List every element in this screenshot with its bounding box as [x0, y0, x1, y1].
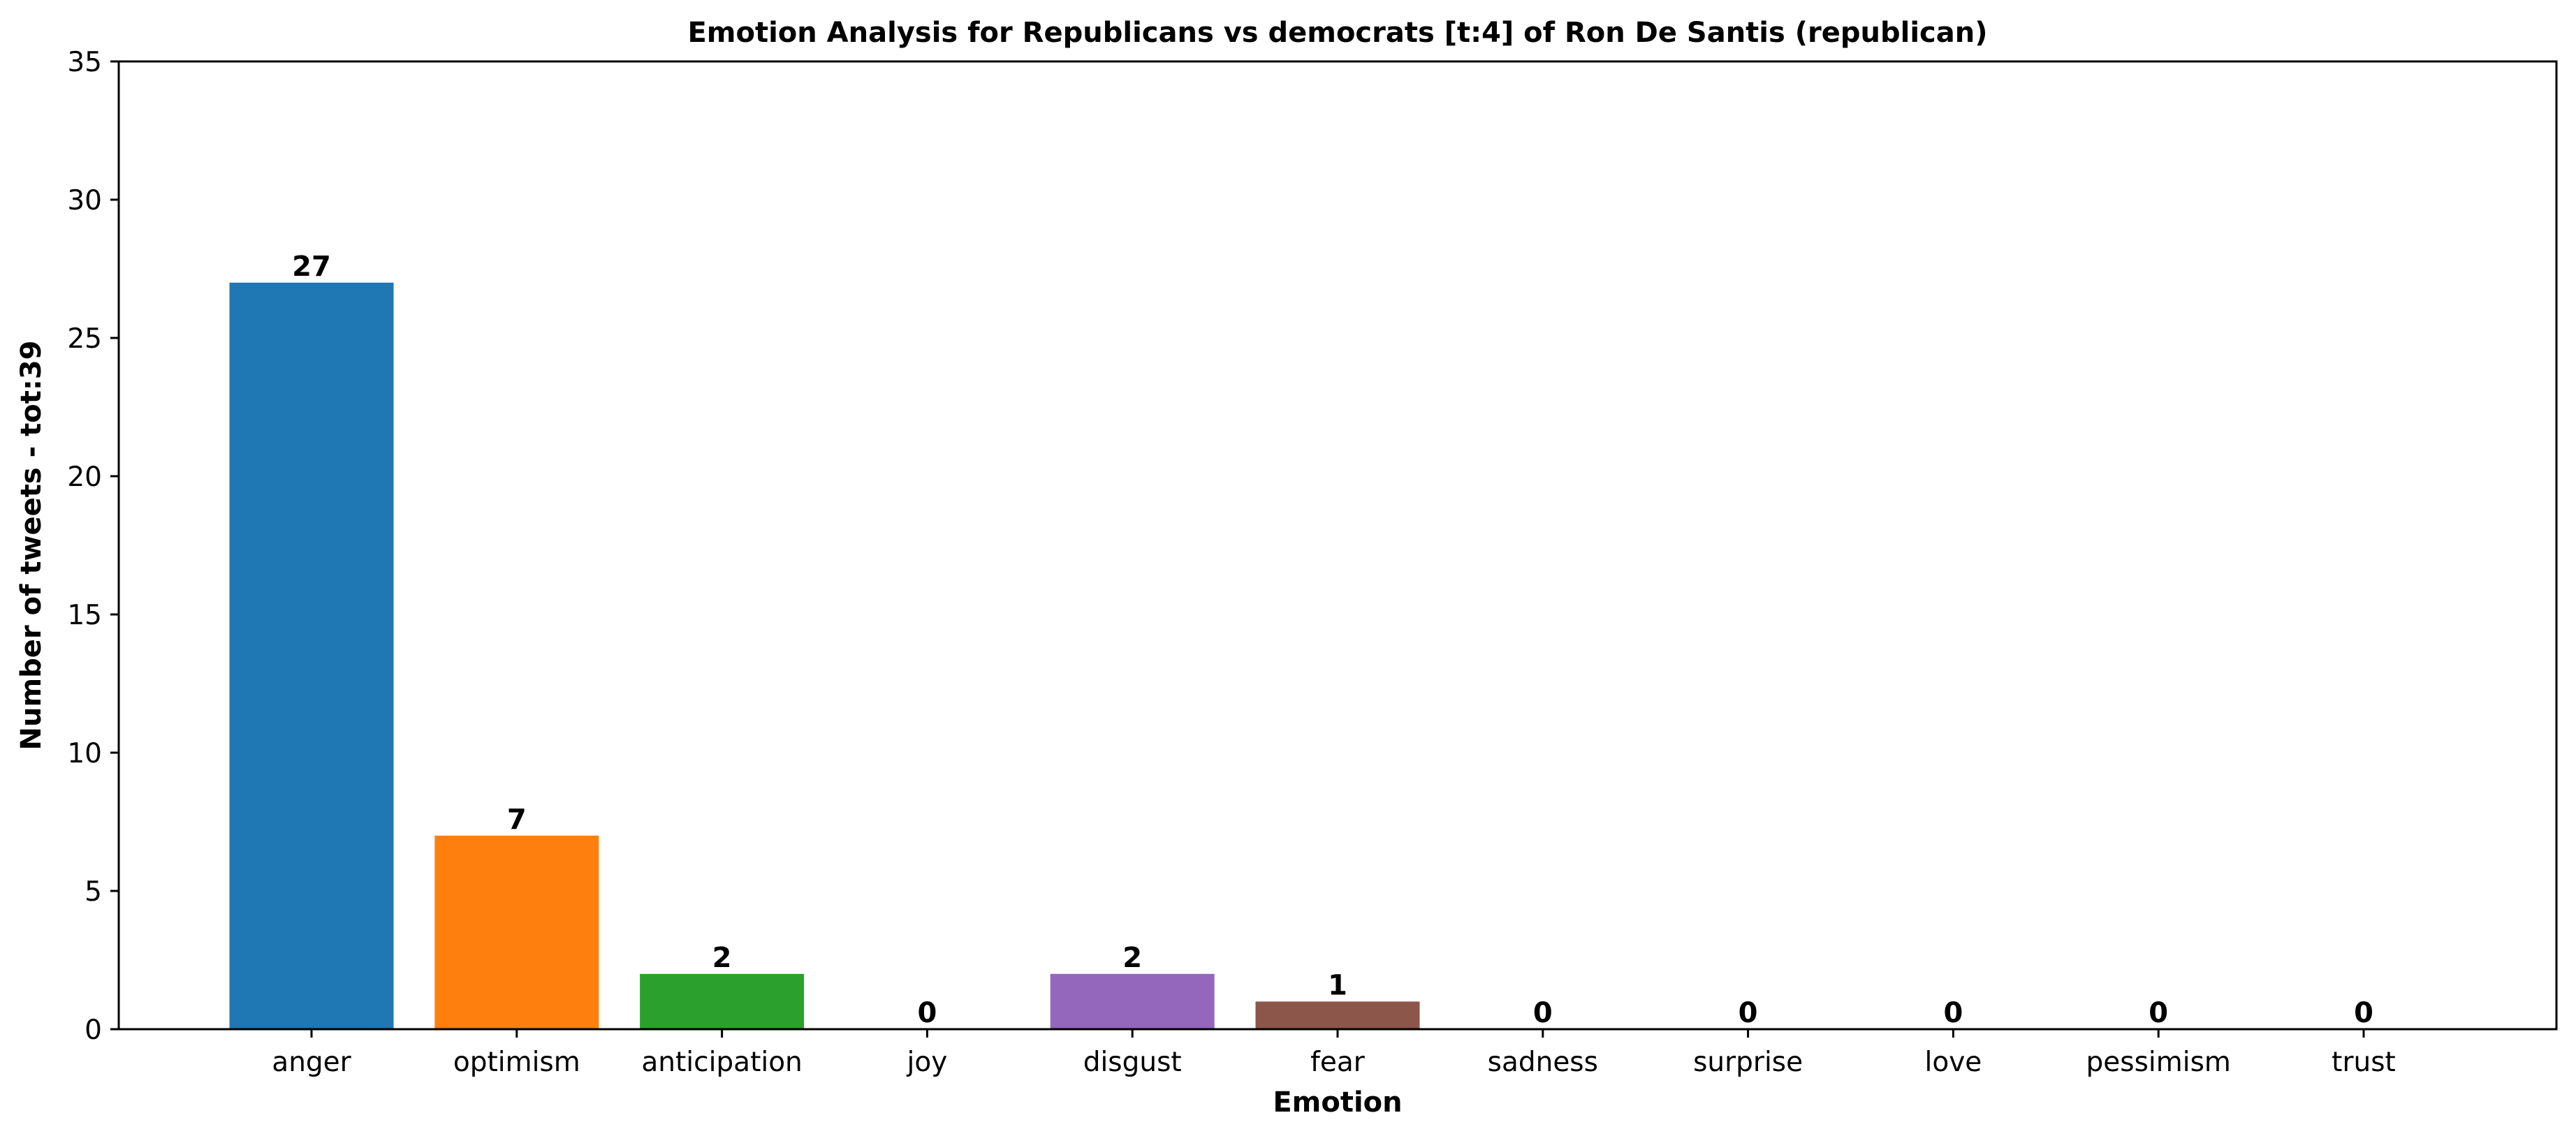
bars	[229, 282, 1420, 1029]
bar-anticipation	[640, 973, 805, 1029]
x-tick-label: pessimism	[2086, 1047, 2231, 1078]
y-tick-label: 25	[67, 323, 102, 355]
bar-fear	[1255, 1001, 1420, 1029]
x-tick-label: love	[1925, 1047, 1982, 1078]
data-label-anticipation: 2	[712, 942, 732, 974]
y-tick-label: 0	[85, 1015, 102, 1046]
y-axis-label: Number of tweets - tot:39	[15, 341, 47, 751]
y-tick-label: 20	[67, 462, 102, 493]
x-axis-ticks: anger optimism anticipation joy disgust fear s…	[272, 1029, 2396, 1078]
y-axis-ticks: 0 5 10 15 20 25 30 35	[67, 47, 119, 1046]
data-label-fear: 1	[1328, 969, 1347, 1001]
data-label-love: 0	[1943, 997, 1963, 1029]
bar-disgust	[1050, 973, 1215, 1029]
x-axis-label: Emotion	[1273, 1086, 1402, 1119]
x-tick-label: fear	[1310, 1047, 1366, 1078]
x-tick-label: joy	[907, 1047, 948, 1078]
bar-optimism	[434, 835, 599, 1029]
y-tick-label: 30	[67, 185, 102, 216]
y-tick-label: 15	[67, 600, 102, 631]
x-tick-label: anticipation	[641, 1047, 802, 1078]
y-tick-label: 5	[85, 876, 102, 908]
data-label-anger: 27	[292, 251, 331, 283]
x-tick-label: disgust	[1083, 1047, 1182, 1078]
chart-title: Emotion Analysis for Republicans vs demo…	[687, 17, 1987, 49]
data-label-optimism: 7	[507, 804, 527, 836]
data-labels: 27 7 2 0 2 1 0 0 0 0 0	[292, 251, 2373, 1029]
data-label-disgust: 2	[1122, 942, 1142, 974]
y-tick-label: 10	[67, 738, 102, 769]
x-tick-label: trust	[2332, 1047, 2396, 1078]
x-tick-label: anger	[272, 1047, 351, 1078]
data-label-pessimism: 0	[2149, 997, 2168, 1029]
plot-frame	[117, 60, 2558, 1031]
x-tick-label: optimism	[453, 1047, 580, 1078]
y-tick-label: 35	[67, 47, 102, 78]
x-tick-label: sadness	[1488, 1047, 1598, 1078]
data-label-surprise: 0	[1739, 997, 1758, 1029]
data-label-joy: 0	[917, 997, 937, 1029]
x-tick-label: surprise	[1693, 1047, 1803, 1078]
bar-anger	[229, 282, 394, 1029]
data-label-trust: 0	[2354, 997, 2373, 1029]
data-label-sadness: 0	[1533, 997, 1553, 1029]
